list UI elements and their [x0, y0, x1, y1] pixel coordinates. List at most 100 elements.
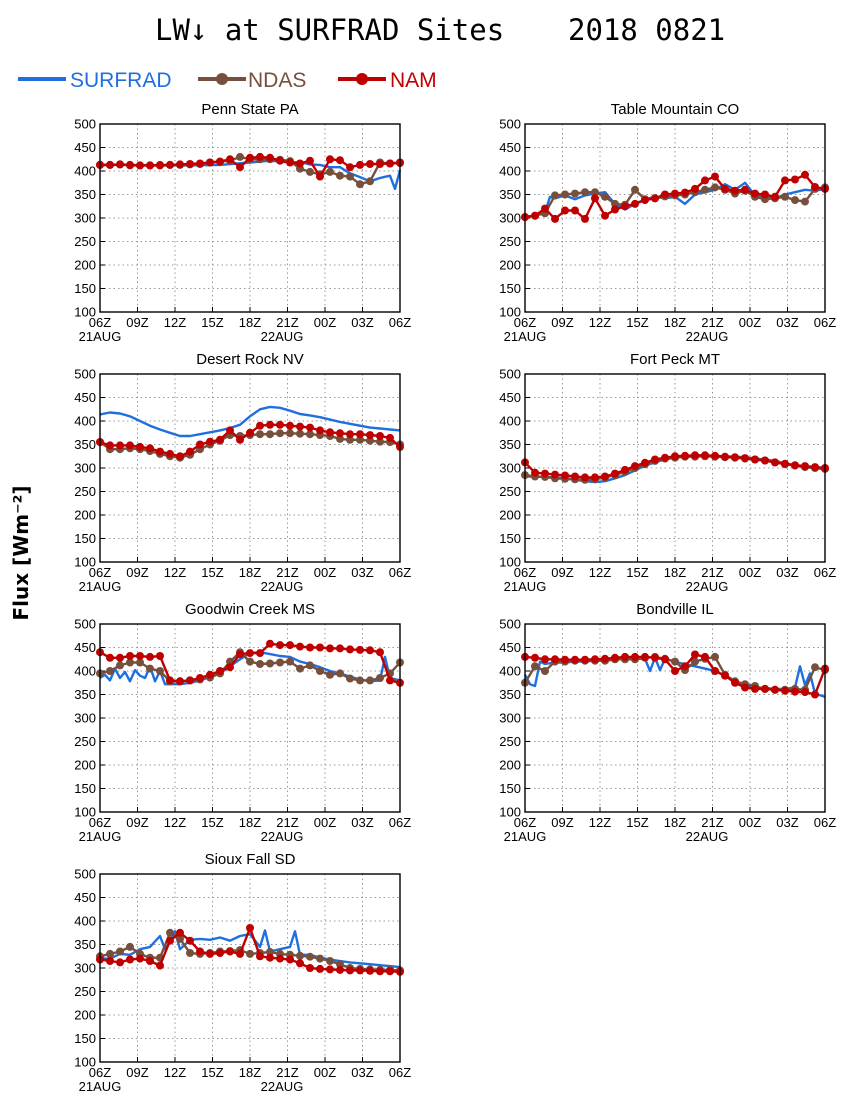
y-tick-label: 150	[74, 1031, 96, 1046]
data-point-nam	[316, 426, 324, 435]
x-tick-label: 03Z	[351, 315, 373, 330]
data-point-nam	[206, 949, 214, 958]
data-point-ndas	[246, 949, 254, 958]
data-point-ndas	[126, 658, 134, 667]
data-point-nam	[591, 194, 599, 203]
data-point-ndas	[246, 657, 254, 666]
x-tick-label: 03Z	[776, 315, 798, 330]
data-point-nam	[106, 441, 114, 450]
data-point-nam	[651, 653, 659, 662]
data-point-ndas	[366, 177, 374, 186]
y-tick-label: 200	[499, 758, 521, 773]
data-point-nam	[316, 643, 324, 652]
data-point-ndas	[326, 670, 334, 679]
y-tick-label: 200	[499, 508, 521, 523]
data-point-ndas	[156, 667, 164, 675]
data-point-nam	[106, 957, 114, 965]
data-point-nam	[166, 160, 174, 169]
panel-title: Penn State PA	[201, 101, 298, 118]
data-point-ndas	[306, 167, 314, 176]
data-point-nam	[296, 959, 304, 968]
panel-frame	[99, 123, 401, 313]
y-tick-label: 250	[74, 734, 96, 749]
x-date-label: 21AUG	[504, 329, 547, 344]
data-point-nam	[561, 206, 569, 215]
panel-title: Fort Peck MT	[630, 351, 720, 368]
data-point-nam	[376, 967, 384, 976]
data-point-nam	[671, 667, 679, 675]
data-point-ndas	[356, 435, 364, 444]
data-point-nam	[631, 199, 639, 208]
x-tick-label: 21Z	[276, 1065, 298, 1080]
legend-marker-ndas	[216, 73, 228, 85]
y-tick-label: 200	[74, 1008, 96, 1023]
data-point-nam	[156, 447, 164, 456]
data-point-nam	[551, 655, 559, 664]
data-point-nam	[541, 655, 549, 664]
x-tick-label: 18Z	[239, 315, 261, 330]
y-tick-label: 500	[499, 367, 521, 382]
x-tick-label: 03Z	[351, 815, 373, 830]
data-point-nam	[206, 670, 214, 679]
data-point-ndas	[346, 172, 354, 181]
panel-frame	[524, 373, 826, 563]
data-point-ndas	[551, 191, 559, 200]
data-point-nam	[266, 153, 274, 162]
x-tick-label: 00Z	[314, 1065, 336, 1080]
data-point-nam	[386, 967, 394, 976]
y-tick-label: 400	[74, 414, 96, 429]
data-point-nam	[611, 653, 619, 662]
data-point-nam	[226, 947, 234, 956]
data-point-nam	[266, 420, 274, 429]
data-point-nam	[571, 655, 579, 664]
data-point-nam	[561, 471, 569, 480]
x-tick-label: 00Z	[739, 565, 761, 580]
y-tick-label: 100	[499, 555, 521, 570]
data-point-nam	[306, 643, 314, 652]
data-point-nam	[236, 163, 244, 172]
data-point-ndas	[256, 430, 264, 439]
x-tick-label: 12Z	[164, 815, 186, 830]
data-point-nam	[651, 455, 659, 464]
x-tick-label: 06Z	[89, 315, 111, 330]
x-tick-label: 06Z	[89, 1065, 111, 1080]
data-point-nam	[176, 452, 184, 461]
y-tick-label: 300	[74, 461, 96, 476]
data-point-ndas	[336, 434, 344, 443]
x-tick-label: 12Z	[164, 565, 186, 580]
data-point-nam	[386, 676, 394, 685]
data-point-nam	[741, 683, 749, 692]
data-point-nam	[366, 160, 374, 168]
x-tick-label: 12Z	[164, 1065, 186, 1080]
x-tick-label: 06Z	[89, 565, 111, 580]
data-point-nam	[691, 650, 699, 659]
x-tick-label: 12Z	[164, 315, 186, 330]
data-point-nam	[156, 652, 164, 660]
data-point-ndas	[601, 192, 609, 201]
data-point-nam	[236, 435, 244, 444]
data-point-nam	[346, 645, 354, 654]
data-point-ndas	[711, 183, 719, 192]
data-point-nam	[661, 190, 669, 199]
data-point-ndas	[326, 957, 334, 965]
data-point-nam	[641, 196, 649, 205]
data-point-nam	[581, 473, 589, 482]
x-tick-label: 15Z	[201, 565, 223, 580]
data-point-nam	[246, 924, 254, 932]
data-point-ndas	[346, 674, 354, 683]
data-point-ndas	[286, 657, 294, 666]
x-tick-label: 06Z	[814, 565, 836, 580]
data-point-nam	[721, 671, 729, 680]
x-date-label: 22AUG	[261, 829, 304, 844]
panel-sioux-fall-sd: Sioux Fall SD 100 150 200 250 300 350 400 450 500…	[74, 851, 411, 1094]
data-point-nam	[366, 646, 374, 655]
x-tick-label: 15Z	[201, 1065, 223, 1080]
panel-title: Goodwin Creek MS	[185, 601, 315, 618]
data-point-ndas	[176, 934, 184, 943]
x-date-label: 22AUG	[261, 1079, 304, 1094]
data-point-nam	[246, 428, 254, 437]
y-tick-label: 350	[74, 187, 96, 202]
data-point-nam	[206, 158, 214, 167]
y-tick-label: 150	[74, 781, 96, 796]
x-tick-label: 15Z	[626, 565, 648, 580]
